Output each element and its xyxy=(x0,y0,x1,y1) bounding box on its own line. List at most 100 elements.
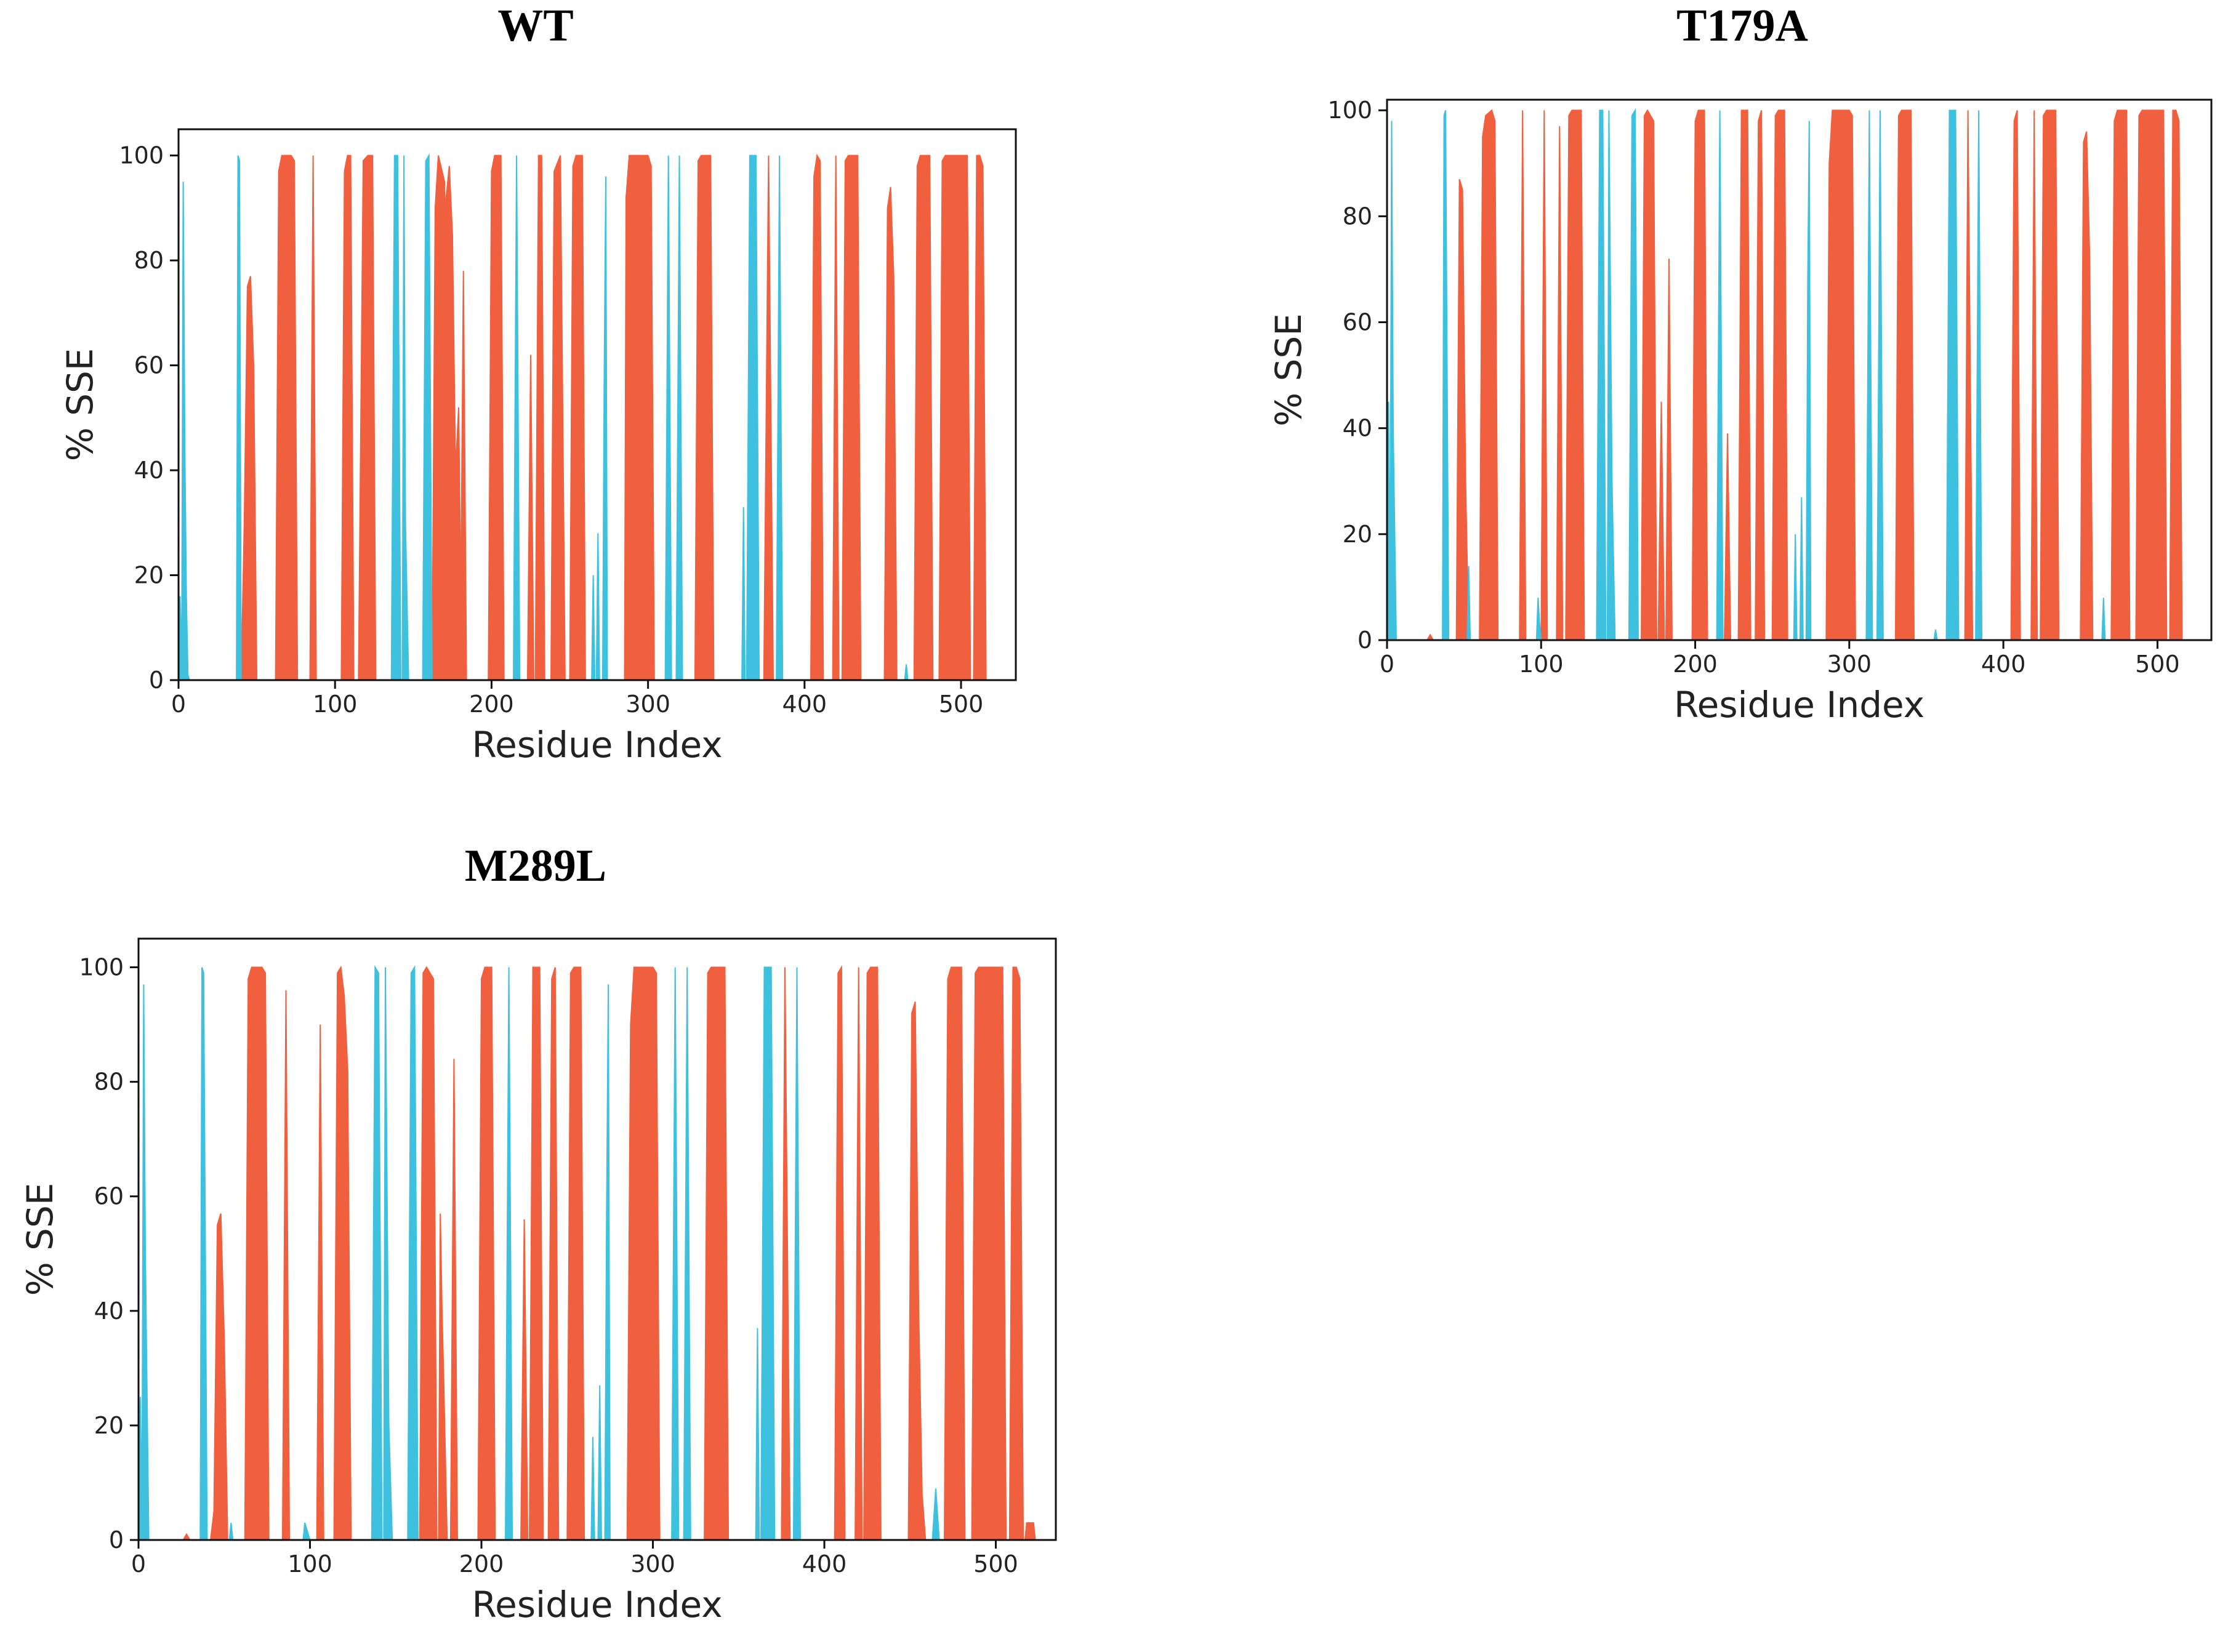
sse-area-strand-2 xyxy=(228,1523,234,1540)
sse-area-strand-12 xyxy=(746,154,760,680)
sse-area-helix-11 xyxy=(528,966,544,1540)
sse-area-helix-1 xyxy=(1455,178,1470,640)
y-tick-label: 80 xyxy=(134,247,164,274)
sse-area-strand-0 xyxy=(1387,121,1398,640)
sse-area-helix-7 xyxy=(438,1213,448,1540)
sse-area-helix-10 xyxy=(520,1219,529,1540)
sse-area-strand-14 xyxy=(1945,110,1960,640)
sse-area-strand-1 xyxy=(236,155,242,680)
y-tick-label: 60 xyxy=(1343,309,1372,336)
sse-area-helix-3 xyxy=(281,990,291,1540)
sse-area-strand-8 xyxy=(590,1437,595,1540)
sse-area-helix-14 xyxy=(626,966,661,1540)
y-axis-label: % SSE xyxy=(1268,313,1309,427)
sse-area-strand-5 xyxy=(1606,110,1616,640)
panel-title-m289l: M289L xyxy=(464,841,607,891)
sse-area-helix-10 xyxy=(534,154,545,680)
sse-area-helix-4 xyxy=(316,1024,324,1540)
sse-area-strand-0 xyxy=(139,984,150,1540)
sse-area-helix-5 xyxy=(1556,126,1564,640)
sse-area-strand-4 xyxy=(371,964,383,1540)
x-tick-label: 500 xyxy=(973,1550,1018,1578)
sse-area-strand-15 xyxy=(792,967,802,1540)
y-axis-label: % SSE xyxy=(19,1183,61,1296)
sse-area-helix-16 xyxy=(1894,110,1915,640)
sse-area-strand-7 xyxy=(595,533,600,680)
sse-area-strand-8 xyxy=(1793,534,1798,640)
sse-area-helix-6 xyxy=(439,166,463,680)
sse-area-helix-6 xyxy=(1565,110,1585,640)
sse-area-strand-6 xyxy=(1628,108,1639,640)
y-tick-label: 80 xyxy=(94,1069,124,1096)
sse-area-strand-13 xyxy=(1933,629,1938,640)
sse-area-strand-9 xyxy=(1799,497,1804,640)
plot-frame xyxy=(1386,98,2213,641)
sse-area-helix-24 xyxy=(1024,1522,1036,1540)
x-tick-label: 400 xyxy=(1981,651,2026,678)
sse-area-helix-4 xyxy=(358,154,377,680)
sse-area-helix-2 xyxy=(309,155,317,680)
sse-area-helix-9 xyxy=(526,355,535,680)
x-tick-label: 100 xyxy=(1519,651,1564,678)
sse-area-helix-22 xyxy=(971,966,1007,1540)
y-tick-label: 40 xyxy=(94,1297,124,1325)
sse-area-helix-13 xyxy=(1755,110,1766,640)
sse-area-helix-17 xyxy=(1964,110,1974,640)
sse-area-helix-16 xyxy=(810,153,824,680)
sse-area-helix-14 xyxy=(1771,110,1788,640)
sse-area-strand-1 xyxy=(1442,110,1450,640)
y-tick-label: 0 xyxy=(109,1526,124,1554)
x-axis-label: Residue Index xyxy=(472,724,722,766)
y-tick-label: 100 xyxy=(1327,97,1372,124)
x-tick-label: 400 xyxy=(802,1550,847,1578)
chart-panel-2: 0 100 200 300 400 500 0 20 40 60 80 100 Residue Inde… xyxy=(19,937,1057,1626)
sse-area-helix-22 xyxy=(973,154,987,680)
x-tick-label: 400 xyxy=(782,691,827,718)
y-tick-label: 60 xyxy=(94,1183,124,1210)
sse-area-helix-1 xyxy=(209,1213,228,1540)
sse-area-helix-19 xyxy=(863,966,882,1540)
sse-area-strand-4 xyxy=(422,153,433,680)
x-tick-label: 200 xyxy=(1673,651,1718,678)
sse-area-strand-5 xyxy=(512,155,521,680)
sse-area-strand-10 xyxy=(604,984,611,1540)
x-tick-label: 100 xyxy=(288,1550,332,1578)
sse-area-strand-10 xyxy=(675,155,683,680)
y-tick-label: 60 xyxy=(134,352,164,379)
sse-area-helix-23 xyxy=(1008,966,1024,1540)
sse-area-helix-17 xyxy=(832,155,840,680)
y-axis-label: % SSE xyxy=(59,348,101,462)
chart-panel-1: 0 100 200 300 400 500 0 20 40 60 80 100 Residue Inde… xyxy=(1268,97,2213,726)
sse-area-strand-12 xyxy=(1876,110,1884,640)
sse-area-helix-14 xyxy=(694,154,715,680)
sse-area-helix-19 xyxy=(883,186,898,680)
y-tick-label: 100 xyxy=(79,954,124,981)
sse-area-helix-21 xyxy=(938,154,971,680)
sse-area-helix-8 xyxy=(1657,401,1665,640)
y-tick-label: 40 xyxy=(134,457,164,484)
x-tick-label: 100 xyxy=(313,691,358,718)
sse-area-helix-9 xyxy=(1665,259,1673,640)
sse-area-helix-3 xyxy=(1519,110,1527,640)
sse-area-helix-20 xyxy=(2040,110,2060,640)
sse-area-helix-20 xyxy=(907,1001,927,1540)
y-tick-label: 0 xyxy=(1357,627,1372,654)
sse-area-helix-18 xyxy=(2010,110,2021,640)
sse-area-helix-20 xyxy=(913,154,934,680)
y-tick-label: 0 xyxy=(149,667,164,694)
sse-area-helix-18 xyxy=(855,967,863,1540)
x-axis-label: Residue Index xyxy=(1674,684,1924,726)
x-tick-label: 200 xyxy=(469,691,514,718)
x-tick-label: 500 xyxy=(2135,651,2180,678)
sse-area-helix-21 xyxy=(2080,131,2094,640)
sse-area-helix-8 xyxy=(488,154,505,680)
panel-title-t179a: T179A xyxy=(1676,1,1808,51)
x-tick-label: 300 xyxy=(630,1550,675,1578)
sse-area-helix-7 xyxy=(1640,109,1658,640)
sse-area-strand-13 xyxy=(755,1328,760,1540)
sse-area-strand-16 xyxy=(931,1488,940,1540)
sse-area-helix-12 xyxy=(569,154,586,680)
sse-area-helix-24 xyxy=(2169,110,2183,640)
sse-area-strand-3 xyxy=(1535,598,1542,640)
sse-area-helix-17 xyxy=(834,964,846,1540)
